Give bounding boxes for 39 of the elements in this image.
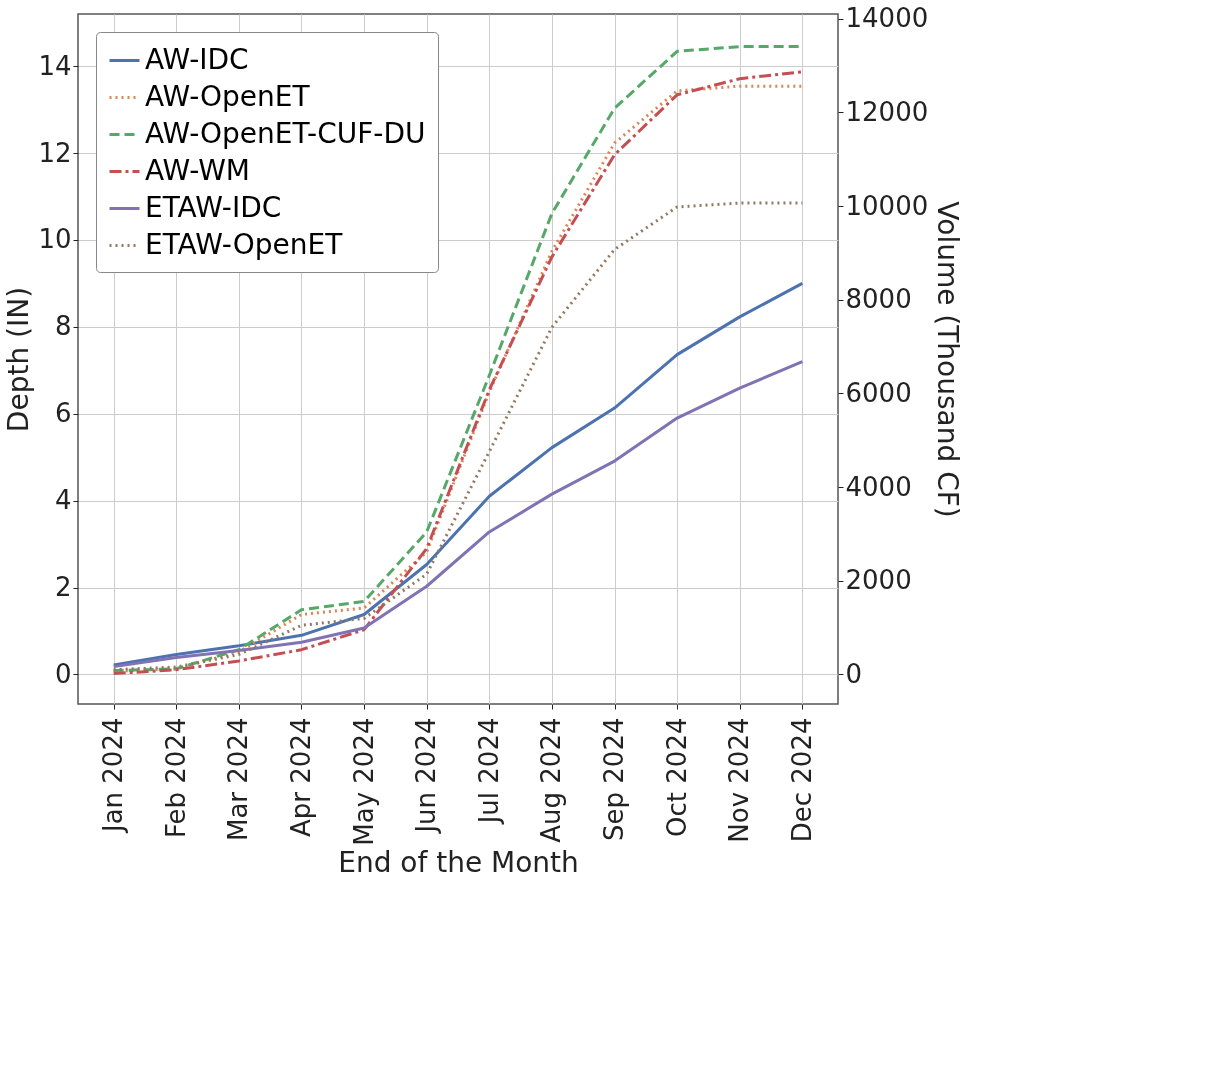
y2-tick-label: 14000: [845, 3, 929, 34]
legend-label: ETAW-OpenET: [145, 227, 344, 261]
y2-tick-label: 10000: [845, 190, 929, 221]
y-tick-label: 2: [54, 572, 72, 603]
x-axis-title: End of the Month: [338, 845, 579, 879]
x-tick-label: Aug 2024: [536, 717, 567, 843]
y-tick-label: 4: [54, 485, 72, 516]
y2-tick-label: 4000: [845, 471, 912, 502]
x-tick-label: Jan 2024: [98, 717, 129, 835]
y-tick-label: 0: [54, 658, 72, 689]
y-tick-label: 12: [38, 137, 72, 168]
y2-tick-label: 2000: [845, 565, 912, 596]
line-series: [112, 360, 804, 669]
x-tick-label: Feb 2024: [160, 717, 191, 838]
x-tick-label: Oct 2024: [661, 717, 692, 837]
y2-tick-label: 6000: [845, 377, 912, 408]
legend-label: AW-OpenET: [145, 79, 311, 113]
y-tick-label: 14: [38, 50, 72, 81]
x-tick-label: Nov 2024: [724, 717, 755, 843]
y-axis-title: Depth (IN): [2, 286, 36, 433]
legend-label: AW-OpenET-CUF-DU: [145, 116, 426, 150]
y-tick-label: 8: [54, 311, 72, 342]
y-tick-label: 10: [38, 224, 72, 255]
x-tick-label: Sep 2024: [599, 717, 630, 841]
legend-label: AW-IDC: [145, 42, 249, 76]
y2-tick-label: 12000: [845, 96, 929, 127]
x-tick-label: Mar 2024: [223, 717, 254, 841]
y-tick-label: 6: [54, 398, 72, 429]
x-tick-label: Jul 2024: [473, 717, 504, 826]
x-tick-label: Dec 2024: [786, 717, 817, 843]
line-series: [112, 281, 804, 667]
x-tick-label: Jun 2024: [411, 717, 442, 835]
x-tick-label: Apr 2024: [285, 717, 316, 837]
y2-axis-title: Volume (Thousand CF): [931, 201, 965, 518]
y2-tick-label: 0: [845, 658, 863, 689]
legend-label: AW-WM: [145, 153, 250, 187]
x-tick-label: May 2024: [348, 717, 379, 846]
y2-tick-label: 8000: [845, 284, 912, 315]
legend-label: ETAW-IDC: [145, 190, 282, 224]
